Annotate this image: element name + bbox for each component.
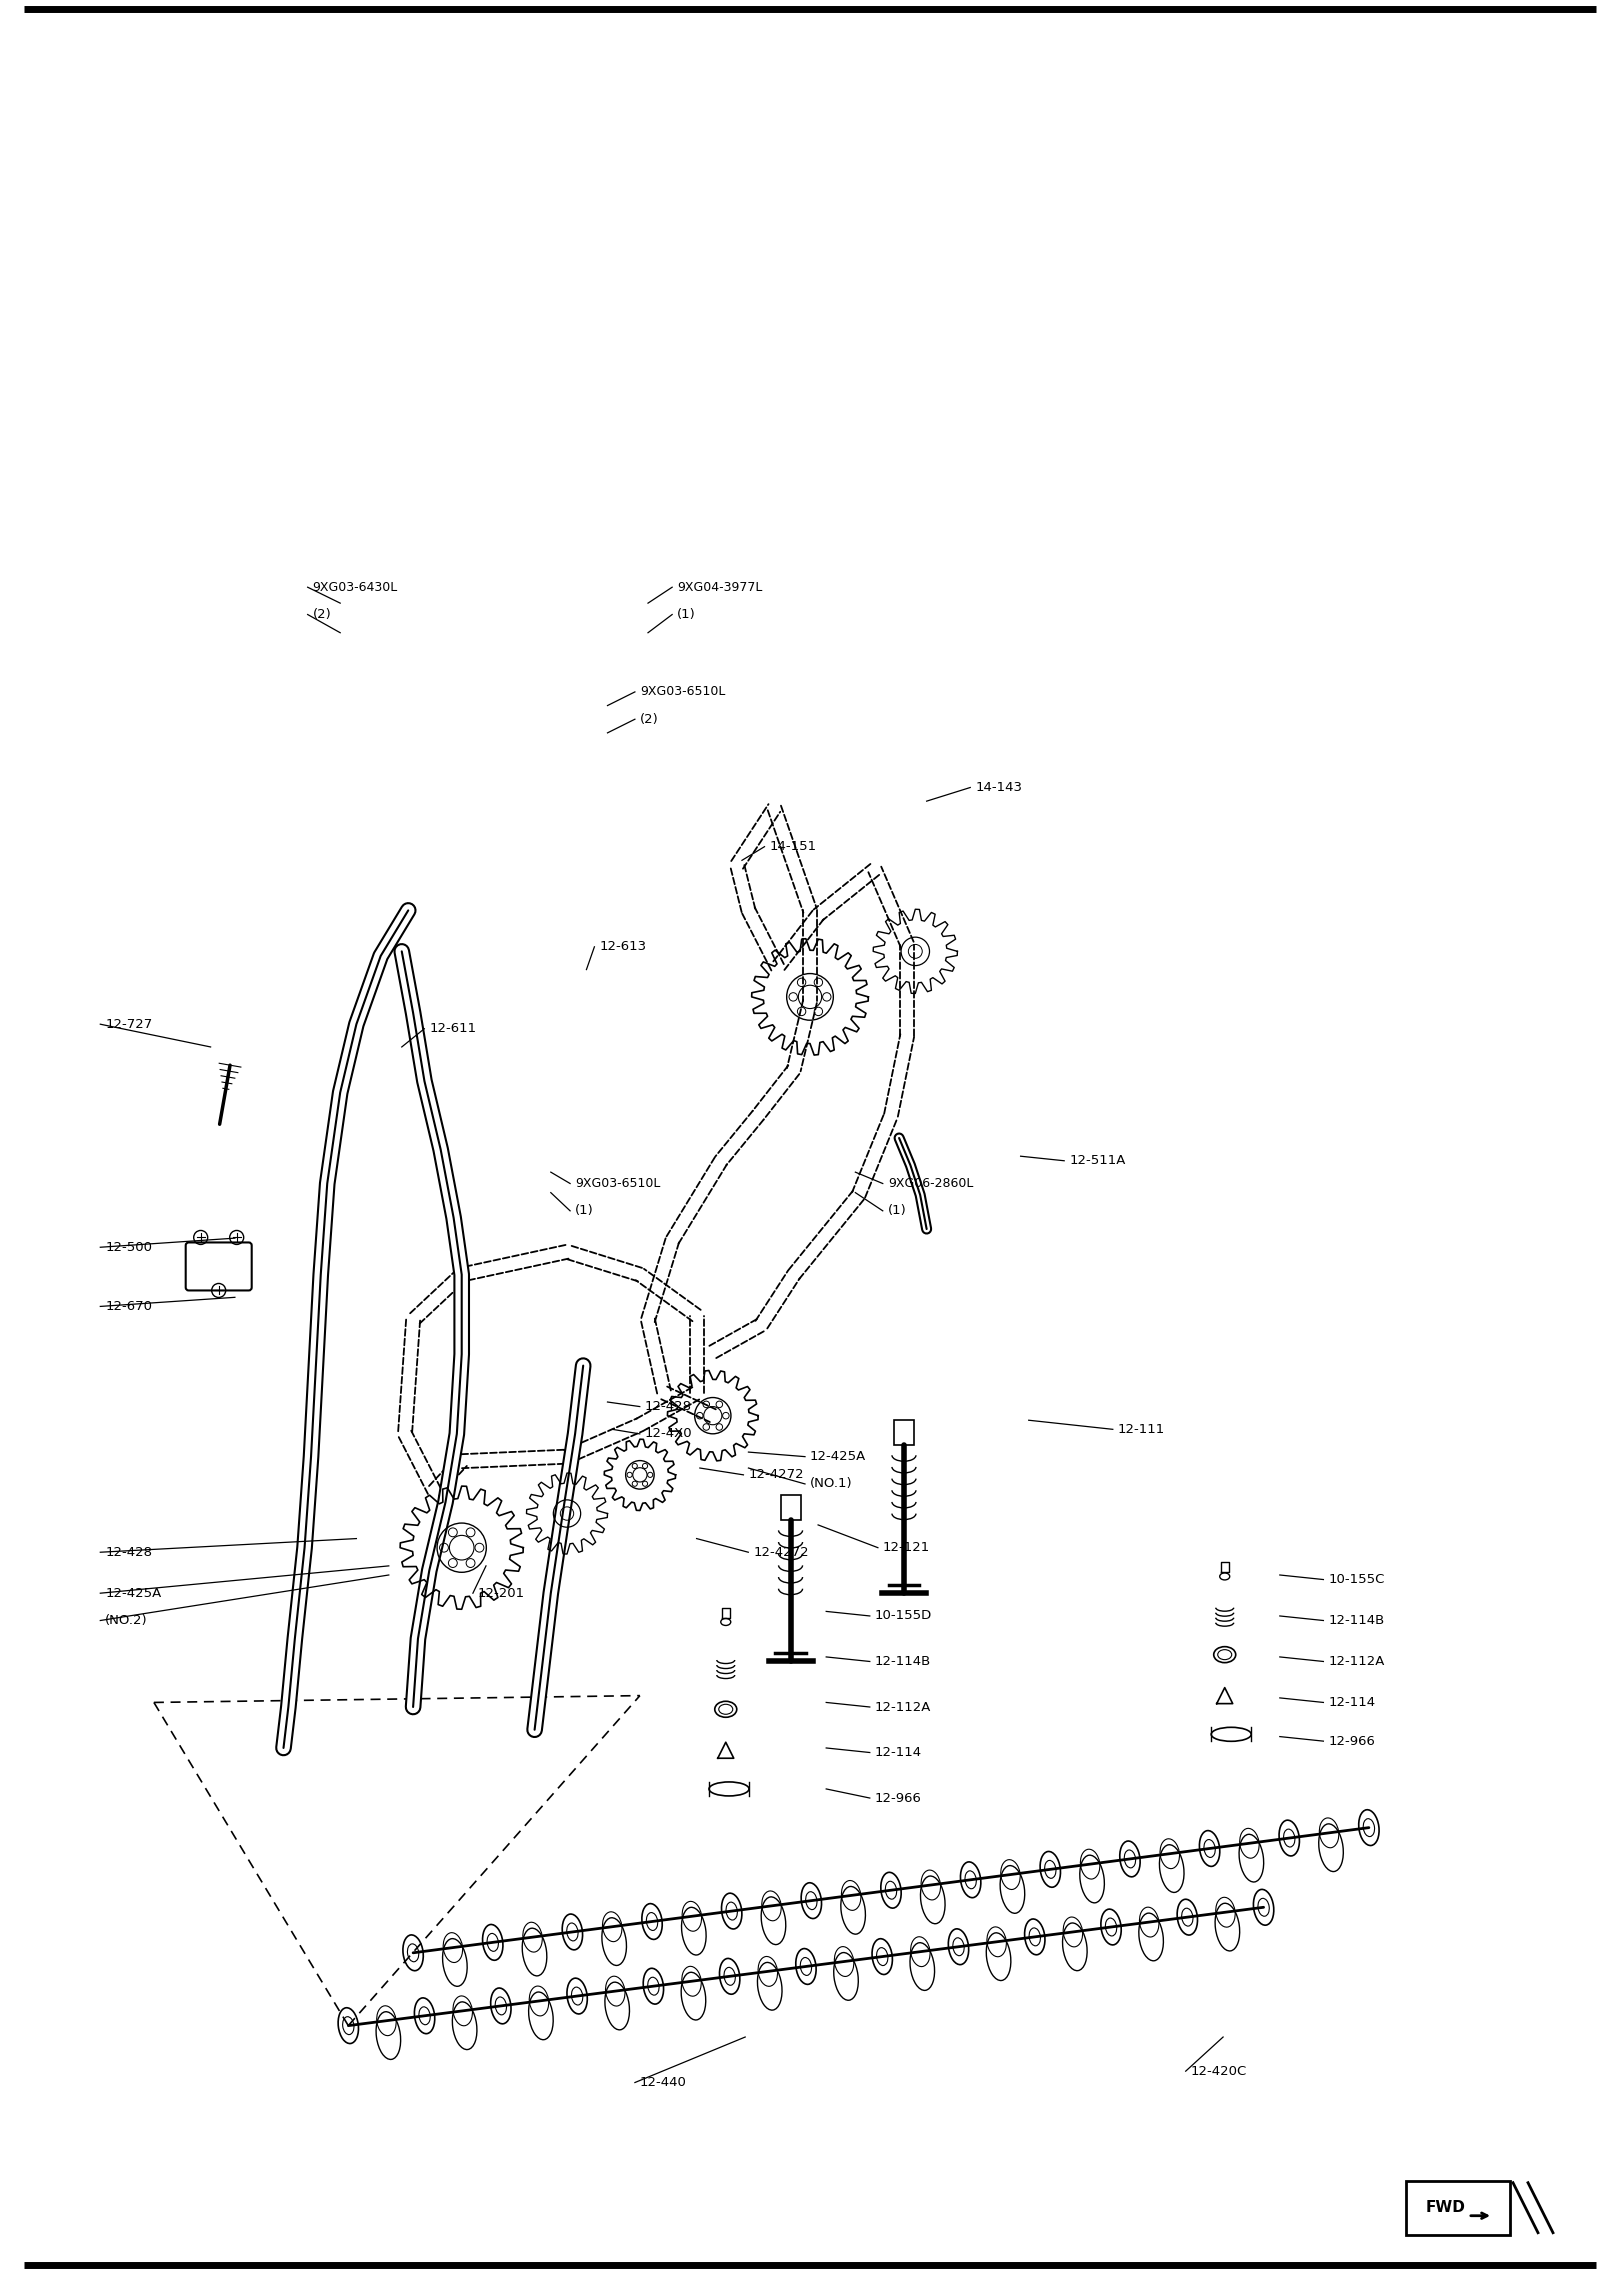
Text: 12-440: 12-440 — [640, 2076, 687, 2089]
Text: 14-151: 14-151 — [770, 840, 816, 854]
Text: 12-966: 12-966 — [1328, 1734, 1375, 1748]
Text: (1): (1) — [677, 608, 697, 621]
Text: (1): (1) — [575, 1204, 595, 1218]
Text: 12-114: 12-114 — [1328, 1696, 1375, 1709]
Text: 12-4X0: 12-4X0 — [645, 1427, 692, 1441]
Bar — [894, 1420, 914, 1445]
Text: (2): (2) — [313, 608, 332, 621]
Text: (2): (2) — [640, 712, 659, 726]
Text: 9XG03-6510L: 9XG03-6510L — [640, 685, 726, 699]
FancyBboxPatch shape — [186, 1243, 251, 1290]
Ellipse shape — [710, 1782, 748, 1796]
Text: 12-112A: 12-112A — [1328, 1655, 1385, 1668]
Text: (1): (1) — [888, 1204, 907, 1218]
Ellipse shape — [1220, 1573, 1230, 1580]
Text: 12-611: 12-611 — [429, 1022, 476, 1036]
Text: FWD: FWD — [1426, 2201, 1466, 2215]
Text: 12-428: 12-428 — [645, 1400, 692, 1413]
Text: 12-4272: 12-4272 — [753, 1545, 808, 1559]
Text: 10-155D: 10-155D — [875, 1609, 931, 1623]
Text: 9XG06-2860L: 9XG06-2860L — [888, 1177, 974, 1190]
Text: (NO.2): (NO.2) — [105, 1614, 147, 1627]
Text: 9XG03-6510L: 9XG03-6510L — [575, 1177, 661, 1190]
Text: 12-121: 12-121 — [883, 1541, 930, 1555]
Text: (NO.1): (NO.1) — [810, 1477, 852, 1491]
Bar — [781, 1495, 800, 1520]
Ellipse shape — [1213, 1646, 1236, 1664]
Text: 12-114B: 12-114B — [875, 1655, 931, 1668]
Text: 9XG03-6430L: 9XG03-6430L — [313, 580, 399, 594]
Text: 12-511A: 12-511A — [1069, 1154, 1126, 1168]
Text: 12-420C: 12-420C — [1191, 2064, 1247, 2078]
Ellipse shape — [721, 1618, 731, 1625]
Text: 12-111: 12-111 — [1118, 1422, 1165, 1436]
Text: 12-112A: 12-112A — [875, 1700, 931, 1714]
Text: 12-966: 12-966 — [875, 1791, 922, 1805]
Ellipse shape — [714, 1700, 737, 1718]
Text: 14-143: 14-143 — [975, 781, 1022, 794]
Text: 12-201: 12-201 — [478, 1586, 525, 1600]
Text: 12-425A: 12-425A — [810, 1450, 867, 1463]
Text: 10-155C: 10-155C — [1328, 1573, 1385, 1586]
Text: 12-114: 12-114 — [875, 1746, 922, 1759]
Text: 12-428: 12-428 — [105, 1545, 152, 1559]
Text: 12-114B: 12-114B — [1328, 1614, 1385, 1627]
Ellipse shape — [1212, 1727, 1251, 1741]
Text: 12-727: 12-727 — [105, 1017, 152, 1031]
Text: 12-4272: 12-4272 — [748, 1468, 804, 1482]
Text: 12-425A: 12-425A — [105, 1586, 162, 1600]
Text: 12-613: 12-613 — [599, 940, 646, 954]
Text: 12-670: 12-670 — [105, 1300, 152, 1313]
Text: 9XG04-3977L: 9XG04-3977L — [677, 580, 763, 594]
Text: 12-500: 12-500 — [105, 1240, 152, 1254]
